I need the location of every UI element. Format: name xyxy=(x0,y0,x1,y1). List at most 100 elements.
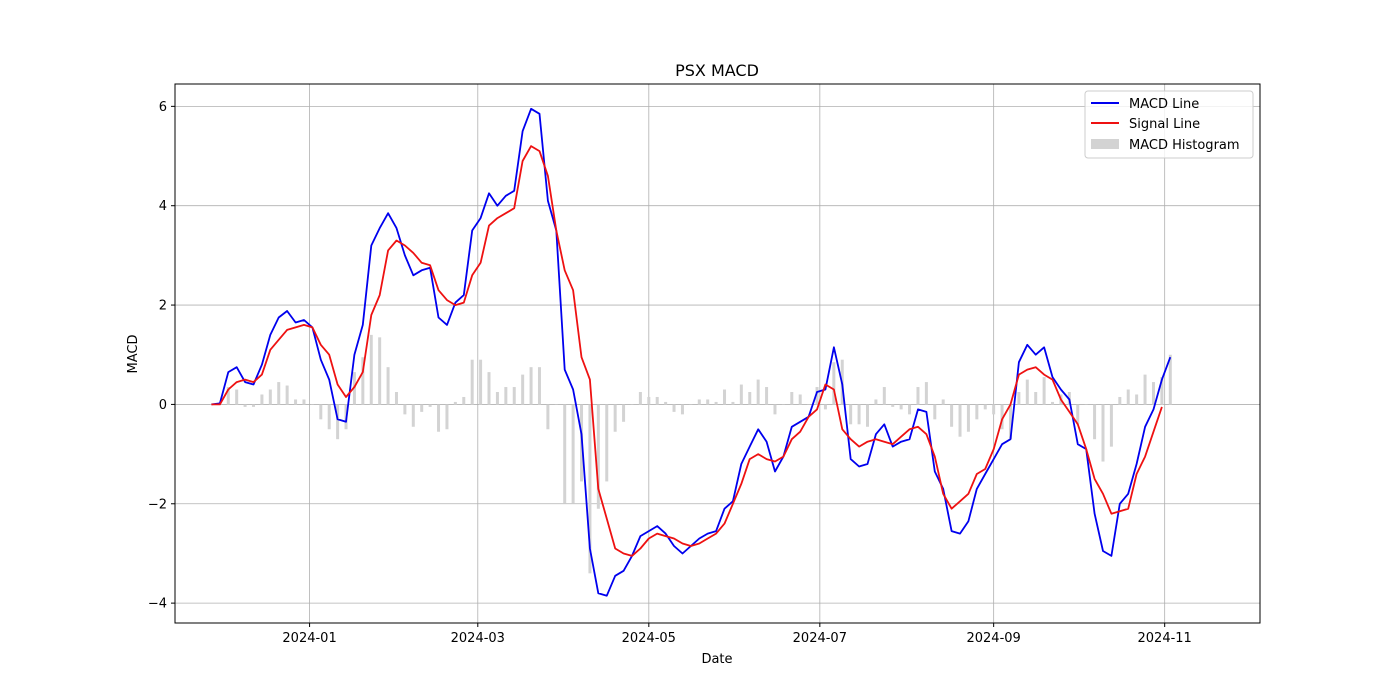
histogram-bar xyxy=(537,367,541,405)
histogram-bar xyxy=(1008,404,1012,440)
histogram-bar xyxy=(706,399,710,405)
histogram-bar xyxy=(790,392,794,405)
legend-signal-label: Signal Line xyxy=(1129,117,1200,132)
series-lines xyxy=(211,107,1172,597)
histogram-bar xyxy=(403,404,407,415)
histogram-bar xyxy=(773,404,777,415)
y-tick-label: 4 xyxy=(159,199,167,214)
histogram-bar xyxy=(882,387,886,405)
histogram-bar xyxy=(924,382,928,405)
histogram-bar xyxy=(235,389,239,405)
histogram-bar xyxy=(319,404,323,420)
histogram-bar xyxy=(605,404,609,482)
histogram-bar xyxy=(1034,392,1038,405)
histogram-bar xyxy=(630,404,634,405)
histogram-bar xyxy=(268,389,272,405)
histogram-bar xyxy=(983,404,987,410)
histogram-bar xyxy=(588,404,592,574)
histogram-bar xyxy=(1143,374,1147,405)
histogram-bar xyxy=(512,387,516,405)
histogram-bar xyxy=(529,367,533,405)
x-tick-label: 2024-03 xyxy=(451,631,505,646)
histogram-bar xyxy=(1025,379,1029,405)
histogram-bar xyxy=(546,404,550,430)
histogram-bar xyxy=(748,392,752,405)
histogram-bar xyxy=(933,404,937,420)
histogram-bar xyxy=(697,399,701,405)
x-tick-label: 2024-01 xyxy=(282,631,336,646)
histogram-bar xyxy=(445,404,449,430)
histogram-bar xyxy=(941,399,945,405)
histogram-bar xyxy=(1109,404,1113,447)
histogram-bar xyxy=(689,404,693,405)
histogram-bar xyxy=(369,334,373,405)
histogram-bar xyxy=(832,362,836,405)
histogram-bar xyxy=(739,384,743,405)
histogram-bar xyxy=(647,396,651,405)
histogram-bar xyxy=(1168,354,1172,405)
histogram-bar xyxy=(891,404,895,407)
histogram-bar xyxy=(495,392,499,405)
y-tick-label: 0 xyxy=(159,398,167,413)
histogram-bar xyxy=(411,404,415,427)
legend-histogram-swatch xyxy=(1091,139,1119,149)
histogram-bar xyxy=(680,404,684,415)
histogram-bar xyxy=(1076,404,1080,425)
histogram-bar xyxy=(899,404,903,410)
histogram-bar xyxy=(622,404,626,422)
x-tick-label: 2024-07 xyxy=(793,631,847,646)
histogram-bars xyxy=(209,334,1172,574)
histogram-bar xyxy=(1084,404,1088,405)
histogram-bar xyxy=(386,367,390,405)
histogram-bar xyxy=(428,404,432,407)
legend-histogram-label: MACD Histogram xyxy=(1129,138,1240,153)
legend-box xyxy=(1084,90,1254,159)
histogram-bar xyxy=(992,404,996,415)
histogram-bar xyxy=(521,374,525,405)
histogram-bar xyxy=(453,401,457,405)
histogram-bar xyxy=(571,404,575,504)
histogram-bar xyxy=(378,337,382,405)
histogram-bar xyxy=(672,404,676,412)
histogram-bar xyxy=(807,404,811,405)
chart-title: PSX MACD xyxy=(675,61,759,80)
histogram-bar xyxy=(1000,404,1004,430)
x-axis-label: Date xyxy=(701,652,732,667)
histogram-bar xyxy=(487,372,491,405)
y-tick-label: 2 xyxy=(159,299,167,314)
histogram-bar xyxy=(1101,404,1105,462)
histogram-bar xyxy=(664,401,668,405)
histogram-bar xyxy=(394,392,398,405)
histogram-bar xyxy=(950,404,954,427)
legend: MACD Line Signal Line MACD Histogram xyxy=(1084,90,1254,159)
axis-ticks: −4 −2 0 2 4 6 2024-01 2024-03 2024-05 2024-07 2024… xyxy=(148,100,1192,646)
histogram-bar xyxy=(294,399,298,405)
signal-line xyxy=(211,145,1163,557)
histogram-bar xyxy=(975,404,979,420)
histogram-bar xyxy=(756,379,760,405)
histogram-bar xyxy=(504,387,508,405)
plot-frame xyxy=(174,83,1261,624)
histogram-bar xyxy=(613,404,617,432)
histogram-bar xyxy=(277,382,281,405)
histogram-bar xyxy=(1042,377,1046,405)
histogram-bar xyxy=(563,404,567,504)
histogram-bar xyxy=(1151,382,1155,405)
histogram-bar xyxy=(731,401,735,405)
histogram-bar xyxy=(327,404,331,430)
histogram-bar xyxy=(1017,392,1021,405)
y-tick-label: −2 xyxy=(148,497,167,512)
histogram-bar xyxy=(285,385,289,405)
histogram-bar xyxy=(815,387,819,405)
histogram-bar xyxy=(361,357,365,405)
x-tick-label: 2024-11 xyxy=(1138,631,1192,646)
histogram-bar xyxy=(865,404,869,427)
histogram-bar xyxy=(479,359,483,405)
histogram-bar xyxy=(723,389,727,405)
histogram-bar xyxy=(260,394,264,405)
histogram-bar xyxy=(596,404,600,509)
histogram-bar xyxy=(908,404,912,415)
histogram-bar xyxy=(470,359,474,405)
y-tick-label: −4 xyxy=(148,597,167,612)
